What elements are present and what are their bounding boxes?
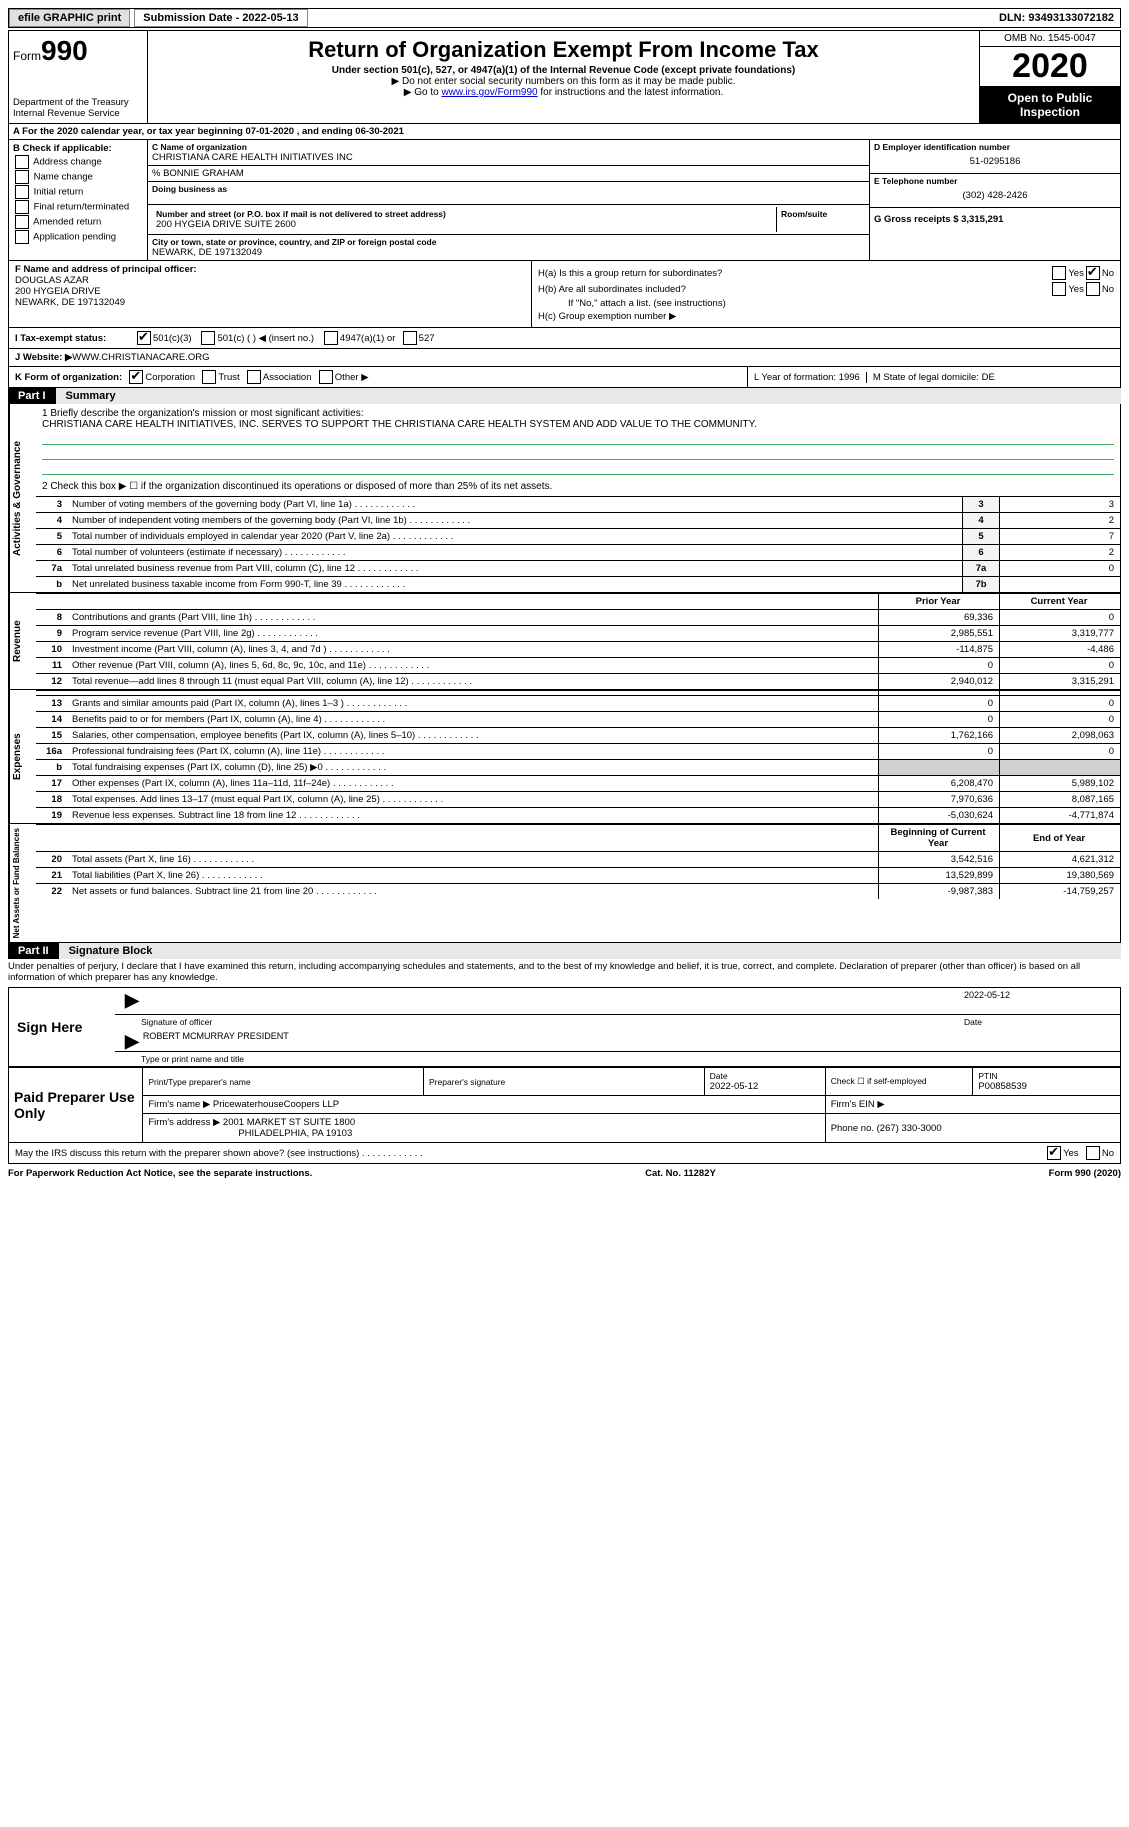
part2-tab: Part II [8, 943, 59, 959]
firm-address: Firm's address ▶ 2001 MARKET ST SUITE 18… [143, 1114, 825, 1143]
form-title: Return of Organization Exempt From Incom… [156, 37, 971, 63]
officer-print-name: ROBERT MCMURRAY PRESIDENT [143, 1031, 1114, 1049]
governance-table: 3Number of voting members of the governi… [36, 496, 1120, 592]
cat-no: Cat. No. 11282Y [645, 1168, 716, 1179]
officer-name: DOUGLAS AZAR [15, 275, 89, 286]
form-number: Form990 [13, 35, 143, 67]
netassets-table: Beginning of Current YearEnd of Year20To… [36, 824, 1120, 899]
part2-title: Signature Block [59, 943, 1121, 959]
tax-exempt-label: I Tax-exempt status: [15, 333, 135, 344]
top-bar: efile GRAPHIC print Submission Date - 20… [8, 8, 1121, 28]
side-netassets: Net Assets or Fund Balances [9, 824, 36, 942]
chk-initial-return[interactable] [15, 185, 29, 199]
ha-no[interactable] [1086, 266, 1100, 280]
care-of: % BONNIE GRAHAM [148, 166, 869, 182]
omb-number: OMB No. 1545-0047 [980, 31, 1120, 47]
paid-preparer-table: Paid Preparer Use Only Print/Type prepar… [8, 1067, 1121, 1143]
officer-addr1: 200 HYGEIA DRIVE [15, 286, 101, 297]
revenue-table: Prior YearCurrent Year8Contributions and… [36, 593, 1120, 689]
efile-print-button[interactable]: efile GRAPHIC print [9, 9, 130, 27]
q1-answer: CHRISTIANA CARE HEALTH INITIATIVES, INC.… [42, 419, 1114, 430]
state-domicile: M State of legal domicile: DE [873, 372, 995, 383]
print-name-label: Type or print name and title [141, 1054, 1114, 1064]
chk-4947[interactable] [324, 331, 338, 345]
dba-label: Doing business as [152, 184, 865, 194]
form-subtitle: Under section 501(c), 527, or 4947(a)(1)… [156, 65, 971, 76]
firm-ein: Firm's EIN ▶ [825, 1096, 1120, 1114]
sig-date-label: Date [964, 1017, 1114, 1027]
ha-yes[interactable] [1052, 266, 1066, 280]
chk-amended[interactable] [15, 215, 29, 229]
chk-final-return[interactable] [15, 200, 29, 214]
goto-note: ▶ Go to www.irs.gov/Form990 for instruct… [156, 87, 971, 98]
side-governance: Activities & Governance [9, 404, 36, 592]
website-value: WWW.CHRISTIANACARE.ORG [72, 352, 209, 363]
q1-label: 1 Briefly describe the organization's mi… [42, 408, 1114, 419]
q2-label: 2 Check this box ▶ ☐ if the organization… [42, 481, 1114, 492]
side-revenue: Revenue [9, 593, 36, 689]
chk-trust[interactable] [202, 370, 216, 384]
hb-yes[interactable] [1052, 282, 1066, 296]
chk-pending[interactable] [15, 230, 29, 244]
submission-date: Submission Date - 2022-05-13 [134, 9, 307, 27]
form-header: Form990 Department of the Treasury Inter… [8, 30, 1121, 124]
city-label: City or town, state or province, country… [152, 237, 865, 247]
phone-label: E Telephone number [874, 176, 1116, 186]
officer-addr2: NEWARK, DE 197132049 [15, 297, 125, 308]
col-b-checkboxes: B Check if applicable: Address change Na… [9, 140, 148, 260]
chk-assoc[interactable] [247, 370, 261, 384]
sig-officer-label: Signature of officer [141, 1017, 964, 1027]
public-inspection: Open to Public Inspection [980, 87, 1120, 123]
hb-note: If "No," attach a list. (see instruction… [538, 298, 1114, 309]
expenses-table: 13Grants and similar amounts paid (Part … [36, 690, 1120, 823]
part1-tab: Part I [8, 388, 56, 404]
form-footer: Form 990 (2020) [1049, 1168, 1121, 1179]
hb-no[interactable] [1086, 282, 1100, 296]
chk-501c[interactable] [201, 331, 215, 345]
paperwork-notice: For Paperwork Reduction Act Notice, see … [8, 1168, 312, 1179]
dln: DLN: 93493133072182 [993, 10, 1120, 26]
discuss-no[interactable] [1086, 1146, 1100, 1160]
gross-receipts: G Gross receipts $ 3,315,291 [874, 214, 1003, 225]
room-label: Room/suite [781, 209, 861, 219]
org-name-label: C Name of organization [152, 142, 865, 152]
chk-other[interactable] [319, 370, 333, 384]
tax-year: 2020 [980, 47, 1120, 87]
side-expenses: Expenses [9, 690, 36, 823]
chk-corp[interactable] [129, 370, 143, 384]
perjury-declaration: Under penalties of perjury, I declare th… [8, 959, 1121, 985]
website-label: J Website: ▶ [15, 352, 72, 363]
paid-preparer-label: Paid Preparer Use Only [9, 1068, 143, 1143]
caret-icon: ▶ [121, 990, 143, 1012]
org-name: CHRISTIANA CARE HEALTH INITIATIVES INC [152, 152, 865, 163]
city-state-zip: NEWARK, DE 197132049 [152, 247, 865, 258]
ha-label: H(a) Is this a group return for subordin… [538, 268, 1050, 279]
sig-date-value: 2022-05-12 [964, 990, 1114, 1012]
treasury-dept: Department of the Treasury Internal Reve… [13, 97, 143, 119]
ssn-note: ▶ Do not enter social security numbers o… [156, 76, 971, 87]
row-a-tax-year: A For the 2020 calendar year, or tax yea… [8, 124, 1121, 140]
ein-label: D Employer identification number [874, 142, 1116, 152]
hc-label: H(c) Group exemption number ▶ [538, 311, 676, 322]
discuss-label: May the IRS discuss this return with the… [15, 1148, 1045, 1159]
sign-here-label: Sign Here [9, 988, 115, 1066]
caret-icon: ▶ [121, 1031, 143, 1049]
discuss-yes[interactable] [1047, 1146, 1061, 1160]
part1-title: Summary [56, 388, 1121, 404]
street-address: 200 HYGEIA DRIVE SUITE 2600 [156, 219, 772, 230]
ein-value: 51-0295186 [874, 152, 1116, 171]
chk-address-change[interactable] [15, 155, 29, 169]
year-formation: L Year of formation: 1996 [754, 372, 867, 383]
form-org-label: K Form of organization: [15, 372, 122, 383]
addr-label: Number and street (or P.O. box if mail i… [156, 209, 772, 219]
phone-value: (302) 428-2426 [874, 186, 1116, 205]
chk-501c3[interactable] [137, 331, 151, 345]
hb-label: H(b) Are all subordinates included? [538, 284, 1050, 295]
irs-link[interactable]: www.irs.gov/Form990 [441, 87, 537, 98]
chk-name-change[interactable] [15, 170, 29, 184]
firm-phone: Phone no. (267) 330-3000 [825, 1114, 1120, 1143]
firm-name: Firm's name ▶ PricewaterhouseCoopers LLP [143, 1096, 825, 1114]
chk-527[interactable] [403, 331, 417, 345]
officer-label: F Name and address of principal officer: [15, 264, 197, 275]
